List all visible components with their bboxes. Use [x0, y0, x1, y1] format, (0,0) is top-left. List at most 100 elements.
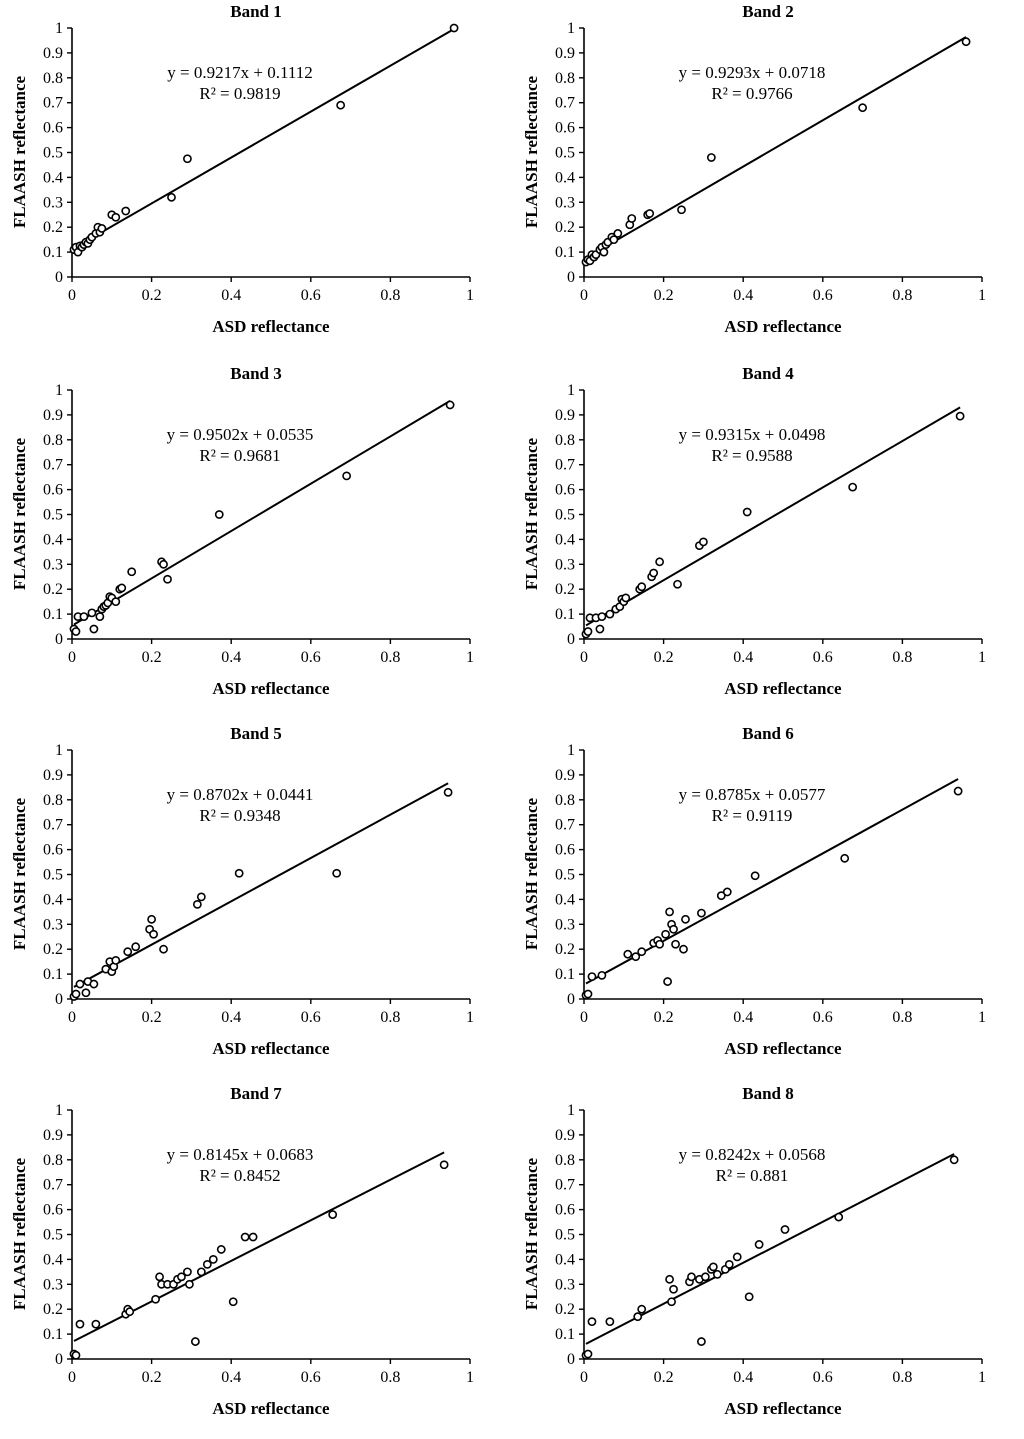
data-point — [858, 103, 867, 113]
y-tick-label: 0.6 — [555, 842, 575, 859]
trend-line — [585, 36, 967, 259]
data-point — [633, 1312, 643, 1322]
y-tick-label: 0.3 — [555, 194, 575, 211]
data-point — [234, 868, 244, 878]
data-point — [697, 1337, 706, 1346]
chart-title: Band 1 — [230, 2, 282, 21]
chart-panel-band-5: Band 5 0 0.1 0.2 0.3 0.4 0.5 0.6 0.7 0.8 0.9 1 0 0.2 0… — [0, 722, 512, 1079]
r-squared: R² = 0.9766 — [711, 84, 793, 103]
data-point — [95, 612, 105, 621]
y-tick-label: 0 — [55, 991, 63, 1008]
y-tick-label: 0.6 — [43, 1202, 63, 1219]
data-point — [677, 205, 686, 215]
chart-title: Band 8 — [742, 1084, 794, 1103]
x-axis-title: ASD reflectance — [724, 1039, 842, 1058]
y-tick-label: 0.2 — [555, 581, 575, 598]
y-tick-label: 0 — [567, 1351, 575, 1368]
y-tick-label: 0.9 — [43, 1127, 63, 1144]
x-tick-label: 0 — [580, 1369, 588, 1386]
chart-title: Band 3 — [230, 364, 282, 383]
x-axis-title: ASD reflectance — [212, 317, 330, 336]
data-point — [597, 612, 607, 621]
data-point — [248, 1232, 258, 1242]
data-point — [716, 891, 726, 901]
data-point — [111, 956, 121, 965]
data-point — [679, 944, 688, 954]
y-tick-label: 0.1 — [555, 966, 575, 983]
y-tick-label: 1 — [55, 1102, 63, 1119]
data-point — [665, 907, 674, 917]
data-point — [75, 1319, 85, 1329]
x-tick-label: 0.4 — [221, 649, 241, 666]
y-tick-label: 0.7 — [43, 1177, 63, 1194]
data-point — [449, 23, 459, 33]
y-tick-label: 0.3 — [555, 916, 575, 933]
regression-equation: y = 0.9217x + 0.1112 — [167, 63, 313, 82]
y-tick-label: 0.7 — [555, 1177, 575, 1194]
data-point — [91, 1319, 101, 1329]
data-point — [724, 1259, 734, 1269]
chart-panel-band-1: Band 1 0 0.1 0.2 0.3 0.4 0.5 0.6 0.7 0.8 0.9 1 0 0.2 0… — [0, 0, 512, 357]
y-axis-title: FLAASH reflectance — [10, 437, 29, 590]
scatter-plot: 0 0.1 0.2 0.3 0.4 0.5 0.6 0.7 0.8 0.9 1 0 0.2 0.4 0.6 0… — [555, 742, 986, 1026]
data-point — [97, 224, 107, 233]
x-tick-label: 1 — [466, 1369, 474, 1386]
y-tick-label: 0.1 — [43, 966, 63, 983]
data-point — [111, 212, 121, 222]
data-point — [722, 887, 732, 897]
data-point — [953, 786, 963, 796]
chart-panel-band-4: Band 4 0 0.1 0.2 0.3 0.4 0.5 0.6 0.7 0.8 0.9 1 0 0.2 0… — [512, 362, 1024, 719]
y-tick-label: 0.7 — [43, 457, 63, 474]
scatter-plot: 0 0.1 0.2 0.3 0.4 0.5 0.6 0.7 0.8 0.9 1 0 0.2 0.4 0.6 0… — [555, 1102, 986, 1386]
data-point — [834, 1212, 844, 1222]
y-tick-label: 0.3 — [555, 556, 575, 573]
y-tick-label: 0.5 — [555, 1227, 575, 1244]
regression-equation: y = 0.9293x + 0.0718 — [678, 63, 826, 82]
y-tick-label: 0 — [55, 1351, 63, 1368]
x-tick-label: 0 — [68, 287, 76, 304]
data-point — [631, 952, 641, 962]
regression-equation: y = 0.9502x + 0.0535 — [166, 425, 314, 444]
y-tick-label: 0.1 — [43, 606, 63, 623]
r-squared: R² = 0.9588 — [711, 446, 793, 465]
data-point — [673, 579, 682, 589]
chart-title: Band 2 — [742, 2, 794, 21]
data-point — [583, 989, 593, 999]
data-point — [151, 1294, 160, 1304]
y-tick-label: 0.1 — [555, 1326, 575, 1343]
y-tick-label: 0.1 — [555, 244, 575, 261]
y-axis-title: FLAASH reflectance — [10, 75, 29, 228]
y-tick-label: 0.2 — [555, 219, 575, 236]
y-tick-label: 0.8 — [43, 792, 63, 809]
data-point — [599, 247, 609, 257]
regression-annotation: y = 0.9315x + 0.0498 R² = 0.9588 — [622, 424, 882, 466]
x-tick-label: 0.8 — [380, 1369, 400, 1386]
r-squared: R² = 0.8452 — [199, 1166, 281, 1185]
x-tick-label: 0.2 — [142, 287, 162, 304]
data-point — [655, 557, 665, 567]
data-point — [125, 1307, 135, 1317]
y-tick-label: 0 — [55, 269, 63, 286]
chart-title: Band 7 — [230, 1084, 282, 1103]
data-point — [637, 947, 647, 957]
x-tick-label: 0 — [68, 1369, 76, 1386]
data-point — [597, 970, 607, 980]
y-tick-label: 0.2 — [43, 581, 63, 598]
data-point — [192, 899, 202, 909]
data-point — [155, 1272, 164, 1282]
y-axis-title: FLAASH reflectance — [522, 797, 541, 950]
x-tick-label: 0.4 — [733, 287, 753, 304]
y-tick-label: 0.4 — [43, 891, 63, 908]
x-tick-label: 0.4 — [733, 1009, 753, 1026]
data-point — [706, 153, 716, 162]
x-tick-label: 0.8 — [380, 287, 400, 304]
y-tick-label: 0.1 — [43, 1326, 63, 1343]
data-point — [71, 1350, 81, 1360]
data-point — [712, 1269, 722, 1279]
data-point — [147, 914, 156, 924]
y-tick-label: 0.6 — [43, 120, 63, 137]
data-point — [732, 1252, 742, 1262]
y-tick-label: 0.5 — [43, 145, 63, 162]
data-point — [228, 1297, 238, 1307]
data-point — [439, 1160, 449, 1170]
